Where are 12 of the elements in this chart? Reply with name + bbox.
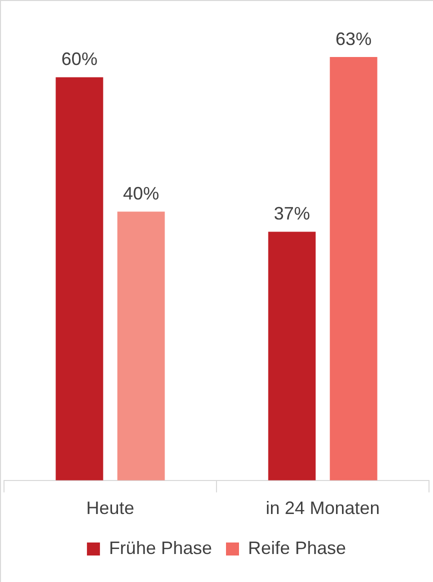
bar [268, 232, 316, 480]
data-label: 63% [336, 29, 372, 50]
legend-label: Frühe Phase [108, 538, 212, 558]
bar [117, 212, 165, 480]
data-label: 60% [61, 49, 98, 70]
bar [56, 77, 104, 480]
x-tick-label: Heute [86, 498, 134, 518]
legend-label: Reife Phase [248, 538, 346, 558]
bar [330, 57, 378, 480]
data-label: 40% [123, 184, 160, 204]
data-label: 37% [274, 204, 310, 224]
x-tick-label: in 24 Monaten [266, 498, 380, 518]
